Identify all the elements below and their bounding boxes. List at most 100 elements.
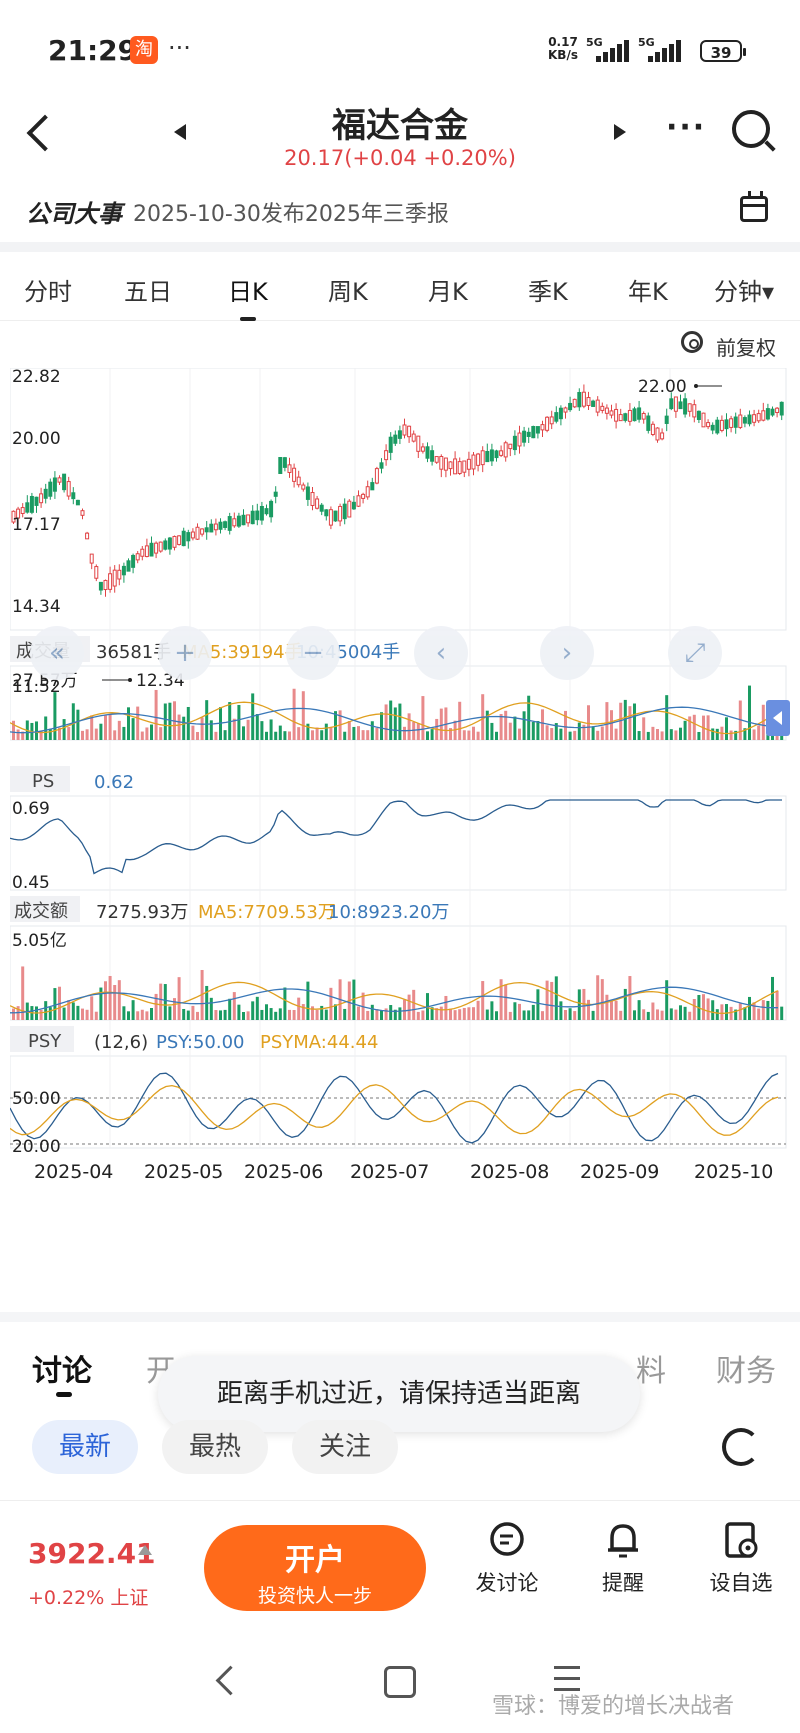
volume-bars xyxy=(10,685,784,740)
low-marker-dot xyxy=(128,678,132,682)
chip-latest[interactable]: 最新 xyxy=(32,1420,138,1474)
amount-ma10: 10:8923.20万 xyxy=(328,902,449,923)
calendar-icon[interactable] xyxy=(740,191,768,222)
zoom-in-button[interactable]: + xyxy=(158,626,212,680)
amount-ma5: MA5:7709.53万 xyxy=(198,902,336,923)
ps-y-bottom: 0.45 xyxy=(12,873,50,893)
tab-indicator xyxy=(56,1392,72,1397)
candlestick-series xyxy=(11,384,784,597)
ps-line xyxy=(10,799,782,875)
volume-ma5: MA5:39194手 xyxy=(182,642,303,663)
status-bar: 21:29 淘 ··· 0.17 KB/s 5G 5G 39 xyxy=(0,0,800,96)
amount-label: 成交额 xyxy=(14,901,68,922)
zoom-out-button[interactable]: − xyxy=(286,626,340,680)
open-account-title: 开户 xyxy=(285,1543,345,1578)
ps-value: 0.62 xyxy=(94,772,134,793)
event-label: 公司大事 xyxy=(26,200,122,228)
index-change[interactable]: +0.22% 上证 xyxy=(28,1587,149,1609)
scroll-left-fast-button[interactable]: « xyxy=(30,626,84,680)
add-watchlist-label: 设自选 xyxy=(709,1571,773,1595)
open-account-subtitle: 投资快人一步 xyxy=(257,1585,372,1607)
x-date-3: 2025-06 xyxy=(244,1161,323,1183)
add-watchlist-button[interactable]: 设自选 xyxy=(696,1521,786,1597)
watchlist-icon xyxy=(722,1521,760,1559)
refresh-icon[interactable] xyxy=(722,1428,760,1466)
volume-value: 36581手 xyxy=(96,642,171,663)
y-tick-4: 14.34 xyxy=(12,597,61,617)
x-date-2: 2025-05 xyxy=(144,1161,223,1183)
scroll-right-button[interactable]: › xyxy=(540,626,594,680)
company-event-bar[interactable]: 公司大事 2025-10-30发布2025年三季报 xyxy=(0,182,800,242)
index-value[interactable]: 3922.41 xyxy=(28,1537,156,1570)
settings-gear-icon[interactable] xyxy=(681,331,703,353)
nav-back-icon[interactable] xyxy=(215,1665,246,1696)
battery-icon: 39 xyxy=(700,40,746,62)
fuquan-button[interactable]: 前复权 xyxy=(716,336,776,360)
watermark: 雪球：博爱的增长决战者 xyxy=(492,1694,735,1719)
psyma-value: PSYMA:44.44 xyxy=(260,1032,378,1053)
chip-follow[interactable]: 关注 xyxy=(292,1420,398,1474)
open-account-button[interactable]: 开户 投资快人一步 xyxy=(204,1525,426,1611)
event-text: 2025-10-30发布2025年三季报 xyxy=(133,202,449,227)
stock-name: 福达合金 xyxy=(332,106,468,146)
psy-y-bottom: 20.00 xyxy=(12,1137,61,1157)
divider xyxy=(0,242,800,252)
signal-label-1: 5G xyxy=(586,36,603,49)
tab-month-k[interactable]: 月K xyxy=(428,278,468,306)
more-icon[interactable]: ··· xyxy=(666,110,707,145)
y-tick-5: 11.52 xyxy=(12,677,61,697)
nav-menu-icon[interactable] xyxy=(554,1666,580,1669)
signal-bars-icon-2 xyxy=(648,40,684,62)
amount-max-label: 5.05亿 xyxy=(12,931,67,951)
proximity-toast: 距离手机过近，请保持适当距离 xyxy=(158,1356,640,1432)
ps-label: PS xyxy=(32,771,54,792)
chat-bubble-icon xyxy=(488,1521,526,1559)
x-date-5: 2025-08 xyxy=(470,1161,549,1183)
status-time: 21:29 xyxy=(48,34,138,67)
psy-value: PSY:50.00 xyxy=(156,1032,244,1053)
amount-value: 7275.93万 xyxy=(96,902,188,923)
tab-year-k[interactable]: 年K xyxy=(628,278,668,306)
psy-params: (12,6) xyxy=(94,1032,148,1053)
psy-label: PSY xyxy=(28,1031,62,1052)
stock-chart[interactable]: 22.82 20.00 17.17 14.34 11.52 22.00 12.3… xyxy=(10,368,790,1278)
tab-fenshi[interactable]: 分时 xyxy=(24,278,72,306)
fullscreen-icon[interactable]: ⤢ xyxy=(668,626,722,680)
tab-finance[interactable]: 财务 xyxy=(716,1354,776,1389)
tab-day-k[interactable]: 日K xyxy=(228,272,268,321)
back-icon[interactable] xyxy=(26,114,64,152)
period-tabs: 分时 五日 日K 周K 月K 季K 年K 分钟▾ xyxy=(0,252,800,321)
ps-label-bg xyxy=(10,766,70,792)
alert-button[interactable]: 提醒 xyxy=(578,1521,668,1597)
tab-discussion[interactable]: 讨论 xyxy=(32,1354,92,1389)
prev-stock-icon[interactable] xyxy=(174,124,186,140)
scroll-left-button[interactable]: ‹ xyxy=(414,626,468,680)
taobao-icon: 淘 xyxy=(130,36,158,64)
tab-week-k[interactable]: 周K xyxy=(328,278,368,306)
psy-y-top: 50.00 xyxy=(12,1089,61,1109)
nav-home-icon[interactable] xyxy=(384,1666,416,1698)
system-nav-bar: 雪球：博爱的增长决战者 xyxy=(0,1630,800,1733)
high-price-label: 22.00 xyxy=(638,377,687,397)
tab-minute[interactable]: 分钟▾ xyxy=(714,278,775,306)
tab-info[interactable]: 料 xyxy=(636,1354,666,1389)
post-discussion-label: 发讨论 xyxy=(475,1571,539,1595)
bell-icon xyxy=(604,1521,642,1559)
post-discussion-button[interactable]: 发讨论 xyxy=(462,1521,552,1597)
search-icon[interactable] xyxy=(732,110,770,148)
tab-season-k[interactable]: 季K xyxy=(528,278,568,306)
x-date-7: 2025-10 xyxy=(694,1161,773,1183)
chip-hot[interactable]: 最热 xyxy=(162,1420,268,1474)
tab-five-day[interactable]: 五日 xyxy=(124,278,172,306)
x-date-6: 2025-09 xyxy=(580,1161,659,1183)
net-speed: 0.17 KB/s xyxy=(548,35,578,62)
signal-label-2: 5G xyxy=(638,36,655,49)
indicator-panel-toggle[interactable] xyxy=(766,700,790,736)
next-stock-icon[interactable] xyxy=(614,124,626,140)
status-more-dots: ··· xyxy=(168,34,191,62)
alert-label: 提醒 xyxy=(602,1571,644,1595)
amount-label-bg xyxy=(10,896,80,922)
stock-price: 20.17(+0.04 +0.20%) xyxy=(284,146,516,170)
signal-bars-icon xyxy=(596,40,630,62)
amount-bars xyxy=(10,966,784,1020)
